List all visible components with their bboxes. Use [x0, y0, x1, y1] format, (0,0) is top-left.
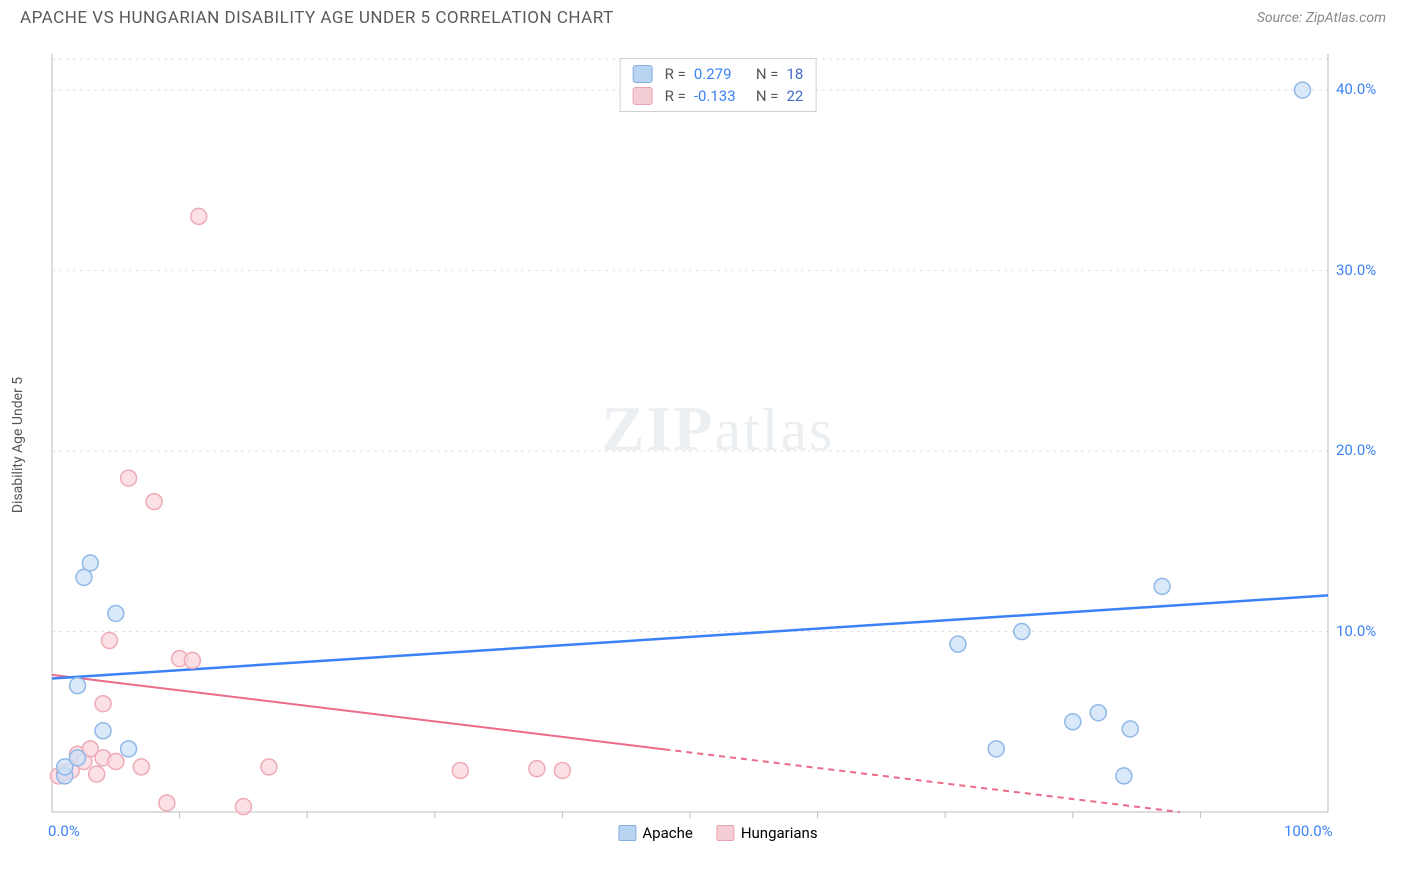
- chart-area: Disability Age Under 5 ZIPatlas R = 0.27…: [48, 50, 1388, 840]
- y-tick-label: 40.0%: [1336, 80, 1376, 98]
- source-attribution: Source: ZipAtlas.com: [1257, 10, 1386, 26]
- legend-item-hungarians: Hungarians: [717, 824, 818, 842]
- apache-swatch-icon: [618, 825, 636, 841]
- n-label: N =: [756, 65, 779, 83]
- x-tick-label: 100.0%: [1284, 822, 1333, 840]
- r-value-hungarians: -0.133: [694, 87, 744, 105]
- series-legend: Apache Hungarians: [618, 824, 817, 842]
- legend-label: Apache: [642, 824, 692, 842]
- x-tick-label: 0.0%: [48, 822, 80, 840]
- r-value-apache: 0.279: [694, 65, 744, 83]
- n-value-apache: 18: [786, 65, 803, 83]
- n-label: N =: [756, 87, 779, 105]
- y-tick-label: 10.0%: [1336, 622, 1376, 640]
- y-tick-label: 20.0%: [1336, 441, 1376, 459]
- correlation-legend: R = 0.279 N = 18 R = -0.133 N = 22: [620, 58, 817, 112]
- legend-item-apache: Apache: [618, 824, 692, 842]
- r-label: R =: [665, 87, 686, 105]
- y-axis-label: Disability Age Under 5: [10, 377, 26, 513]
- legend-row-hungarians: R = -0.133 N = 22: [633, 85, 804, 107]
- legend-row-apache: R = 0.279 N = 18: [633, 63, 804, 85]
- r-label: R =: [665, 65, 686, 83]
- legend-label: Hungarians: [741, 824, 818, 842]
- y-tick-label: 30.0%: [1336, 261, 1376, 279]
- hungarians-swatch-icon: [717, 825, 735, 841]
- chart-title: APACHE VS HUNGARIAN DISABILITY AGE UNDER…: [20, 8, 614, 28]
- scatter-plot: [48, 50, 1388, 840]
- hungarians-swatch-icon: [633, 87, 653, 105]
- apache-swatch-icon: [633, 65, 653, 83]
- n-value-hungarians: 22: [786, 87, 803, 105]
